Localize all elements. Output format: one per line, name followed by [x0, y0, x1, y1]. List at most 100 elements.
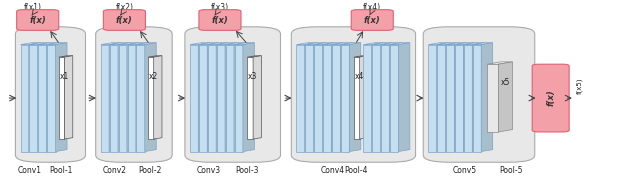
Polygon shape: [341, 43, 361, 45]
Text: f(x5): f(x5): [577, 77, 583, 94]
Polygon shape: [481, 43, 493, 152]
Polygon shape: [148, 57, 154, 139]
Polygon shape: [47, 45, 56, 152]
Polygon shape: [381, 45, 390, 152]
Polygon shape: [226, 43, 246, 45]
Polygon shape: [372, 43, 383, 152]
Text: x1: x1: [60, 72, 68, 81]
FancyBboxPatch shape: [17, 10, 59, 30]
Polygon shape: [354, 56, 368, 57]
Polygon shape: [253, 56, 261, 139]
Polygon shape: [364, 45, 372, 152]
Text: Pool-2: Pool-2: [138, 166, 161, 175]
Polygon shape: [398, 43, 410, 152]
Polygon shape: [463, 43, 475, 152]
Text: f(x): f(x): [212, 16, 228, 25]
Polygon shape: [305, 45, 314, 152]
Text: x3: x3: [247, 72, 257, 81]
Polygon shape: [464, 43, 484, 45]
Polygon shape: [332, 43, 352, 45]
Text: Conv4: Conv4: [321, 166, 345, 175]
Text: f(x): f(x): [29, 16, 46, 25]
Text: Conv5: Conv5: [452, 166, 477, 175]
FancyBboxPatch shape: [199, 10, 241, 30]
Polygon shape: [454, 43, 466, 152]
Polygon shape: [487, 64, 499, 132]
Text: x5: x5: [501, 78, 510, 87]
Polygon shape: [208, 43, 228, 45]
Polygon shape: [390, 43, 401, 152]
Polygon shape: [136, 43, 156, 45]
Polygon shape: [20, 45, 29, 152]
Text: f(x): f(x): [364, 16, 381, 25]
Polygon shape: [437, 45, 445, 152]
Text: f(x): f(x): [116, 16, 132, 25]
Polygon shape: [198, 43, 210, 152]
Polygon shape: [455, 43, 475, 45]
Polygon shape: [305, 43, 316, 152]
Polygon shape: [428, 45, 436, 152]
Polygon shape: [154, 56, 162, 139]
Text: x2: x2: [149, 72, 159, 81]
Polygon shape: [217, 43, 237, 45]
Polygon shape: [364, 43, 383, 45]
FancyBboxPatch shape: [351, 10, 394, 30]
Polygon shape: [59, 56, 73, 57]
Polygon shape: [208, 45, 216, 152]
Polygon shape: [314, 43, 334, 45]
Polygon shape: [235, 45, 243, 152]
FancyBboxPatch shape: [96, 27, 172, 162]
Text: Conv3: Conv3: [196, 166, 221, 175]
Polygon shape: [100, 43, 120, 45]
Polygon shape: [127, 43, 147, 45]
Polygon shape: [127, 43, 138, 152]
Polygon shape: [100, 45, 109, 152]
Polygon shape: [473, 43, 493, 45]
Text: Pool-3: Pool-3: [235, 166, 259, 175]
Polygon shape: [323, 43, 334, 152]
Polygon shape: [109, 43, 120, 152]
FancyBboxPatch shape: [103, 10, 145, 30]
Polygon shape: [136, 43, 147, 152]
Polygon shape: [360, 56, 368, 139]
Text: f(x2): f(x2): [115, 3, 133, 12]
Polygon shape: [455, 45, 463, 152]
Polygon shape: [109, 45, 118, 152]
Polygon shape: [349, 43, 361, 152]
Polygon shape: [381, 43, 392, 152]
Polygon shape: [20, 43, 40, 45]
FancyBboxPatch shape: [532, 64, 569, 132]
Polygon shape: [217, 45, 225, 152]
Polygon shape: [234, 43, 246, 152]
Polygon shape: [235, 43, 254, 45]
Polygon shape: [381, 43, 401, 45]
Text: f(x1): f(x1): [24, 3, 42, 12]
Polygon shape: [225, 43, 237, 152]
Polygon shape: [47, 43, 58, 152]
Polygon shape: [226, 45, 234, 152]
Polygon shape: [145, 43, 156, 152]
Polygon shape: [445, 43, 457, 152]
Polygon shape: [59, 57, 65, 139]
Polygon shape: [38, 45, 47, 152]
Polygon shape: [499, 62, 513, 132]
Polygon shape: [38, 43, 49, 152]
Polygon shape: [38, 43, 58, 45]
Polygon shape: [390, 43, 410, 45]
Polygon shape: [464, 45, 472, 152]
Text: Pool-4: Pool-4: [344, 166, 368, 175]
Polygon shape: [136, 45, 145, 152]
Polygon shape: [341, 45, 349, 152]
Polygon shape: [109, 43, 129, 45]
Polygon shape: [305, 43, 325, 45]
Text: Pool-5: Pool-5: [499, 166, 523, 175]
Polygon shape: [314, 45, 323, 152]
Polygon shape: [390, 45, 398, 152]
Polygon shape: [446, 43, 466, 45]
Text: f(x): f(x): [546, 90, 555, 106]
FancyBboxPatch shape: [423, 27, 535, 162]
Polygon shape: [56, 43, 67, 152]
Polygon shape: [372, 43, 392, 45]
Polygon shape: [29, 45, 38, 152]
Polygon shape: [118, 43, 138, 45]
